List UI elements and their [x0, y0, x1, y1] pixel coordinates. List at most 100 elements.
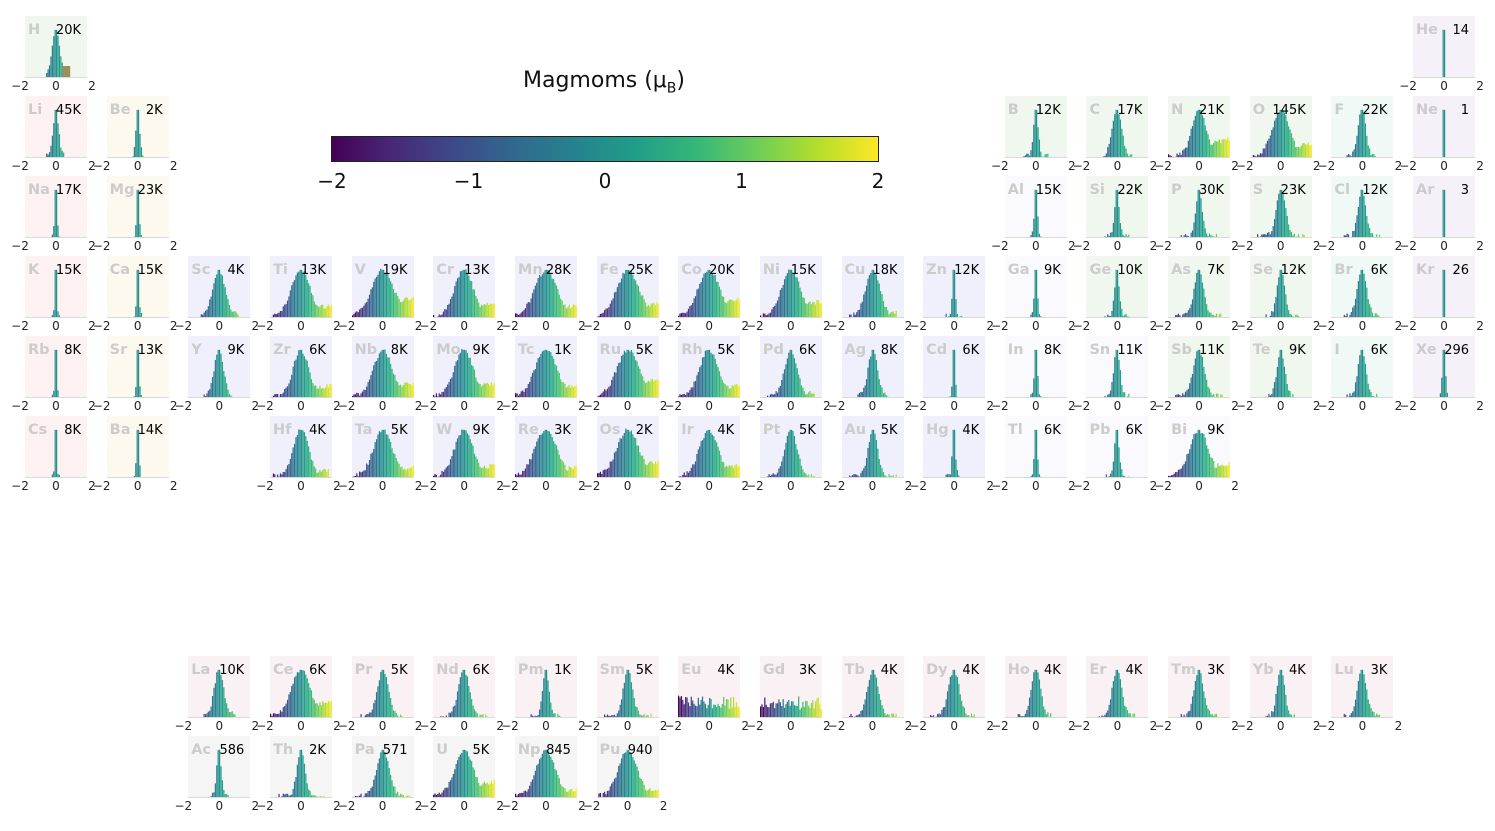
x-tick-label: 0: [297, 719, 305, 733]
histogram-bar: [1446, 392, 1449, 398]
histogram-bar: [638, 714, 641, 718]
histogram-bar: [544, 349, 546, 398]
histogram-bar: [223, 370, 225, 398]
element-tile-o: O 145K −2 0 2: [1236, 96, 1321, 173]
histogram-bar: [703, 273, 705, 318]
element-symbol: Ge: [1089, 262, 1112, 278]
x-tick-label: 0: [1358, 719, 1367, 733]
histogram-bar: [730, 299, 732, 318]
histogram-bar: [379, 268, 381, 318]
histogram-bar: [875, 274, 877, 318]
histogram-bar: [222, 780, 224, 798]
histogram-bar: [313, 699, 315, 718]
histogram-bar: [396, 461, 398, 478]
histogram-bar: [1265, 234, 1267, 238]
histogram-bar: [858, 392, 860, 398]
element-tile-mg: Mg 23K −2 0 2: [93, 176, 177, 253]
histogram-bar: [458, 684, 460, 718]
histogram-bar: [320, 705, 322, 718]
histogram-bar: [1197, 269, 1199, 318]
histogram-bar: [786, 358, 788, 398]
histogram-bar: [393, 786, 396, 798]
histogram-bar: [559, 298, 562, 318]
histogram-bar: [367, 298, 369, 318]
histogram: [1086, 189, 1149, 238]
histogram-bar: [1259, 153, 1261, 158]
histogram-bar: [1211, 395, 1213, 398]
x-tick-label: 2: [1067, 479, 1076, 493]
histogram-bar: [813, 393, 815, 398]
histogram-bar: [1208, 453, 1211, 478]
x-tick-label: −2: [990, 399, 1009, 413]
histogram-bar: [519, 474, 521, 478]
element-symbol: Pr: [354, 662, 373, 678]
histogram-bar: [284, 706, 286, 718]
histogram-bar: [1183, 313, 1185, 318]
histogram-bar: [699, 283, 701, 318]
element-tile-ga: Ga 9K −2 0 2: [991, 256, 1076, 333]
x-tick-label: −2: [419, 719, 438, 733]
histogram-bar: [1030, 234, 1032, 238]
histogram: [1086, 269, 1149, 318]
element-symbol: Ni: [762, 262, 780, 278]
histogram-bar: [1363, 356, 1366, 398]
histogram-bar: [776, 703, 778, 718]
histogram-bar: [485, 383, 487, 398]
histogram-bar: [469, 759, 472, 798]
histogram-bar: [402, 300, 404, 318]
histogram-bar: [1114, 207, 1116, 238]
histogram-bar: [1040, 395, 1042, 398]
histogram-bar: [381, 749, 383, 798]
histogram-bar: [210, 383, 213, 398]
histogram-bar: [1220, 313, 1222, 318]
histogram-bar: [776, 392, 778, 398]
histogram-bar: [482, 783, 484, 798]
histogram-bar: [568, 384, 570, 398]
histogram: [351, 429, 414, 478]
histogram-bar: [1196, 675, 1198, 718]
histogram-bar: [281, 711, 283, 718]
histogram-bar: [139, 133, 141, 158]
histogram-bar: [683, 472, 686, 478]
histogram-bar: [491, 382, 493, 398]
x-tick-label: −2: [909, 319, 927, 333]
histogram-bar: [485, 714, 487, 718]
histogram-bar: [1368, 299, 1370, 318]
histogram-bar: [759, 315, 762, 318]
histogram-bar: [958, 683, 960, 718]
histogram-bar: [536, 765, 538, 798]
histogram-bar: [452, 449, 455, 478]
histogram-bar: [517, 395, 519, 398]
histogram-bar: [134, 387, 137, 398]
histogram-bar: [358, 471, 360, 478]
histogram-bar: [793, 273, 795, 318]
histogram-bar: [1038, 314, 1040, 318]
histogram-bar: [700, 699, 702, 718]
element-count: 8K: [880, 343, 898, 358]
histogram-bar: [621, 354, 624, 398]
histogram-bar: [216, 765, 218, 798]
histogram: [269, 349, 332, 398]
histogram-bar: [1176, 153, 1178, 158]
element-symbol: Te: [1252, 342, 1271, 358]
histogram-bar: [278, 312, 280, 318]
x-tick-label: −2: [990, 479, 1009, 493]
histogram-bar: [292, 683, 294, 718]
histogram-bar: [1225, 140, 1228, 158]
histogram-bar: [738, 300, 740, 318]
histogram-bar: [464, 269, 466, 318]
histogram-bar: [323, 468, 325, 478]
histogram-bar: [210, 706, 213, 718]
histogram-bar: [1352, 711, 1354, 718]
histogram-bar: [296, 672, 298, 718]
histogram-bar: [1216, 467, 1218, 478]
histogram-bar: [1189, 308, 1191, 318]
x-tick-label: 2: [496, 319, 505, 333]
histogram-bar: [633, 279, 635, 318]
histogram-bar: [1207, 386, 1209, 398]
histogram-bar: [1358, 281, 1360, 318]
histogram-bar: [206, 309, 208, 318]
histogram-bar: [1224, 138, 1226, 158]
x-tick-label: −2: [419, 479, 438, 493]
histogram-bar: [475, 776, 477, 798]
